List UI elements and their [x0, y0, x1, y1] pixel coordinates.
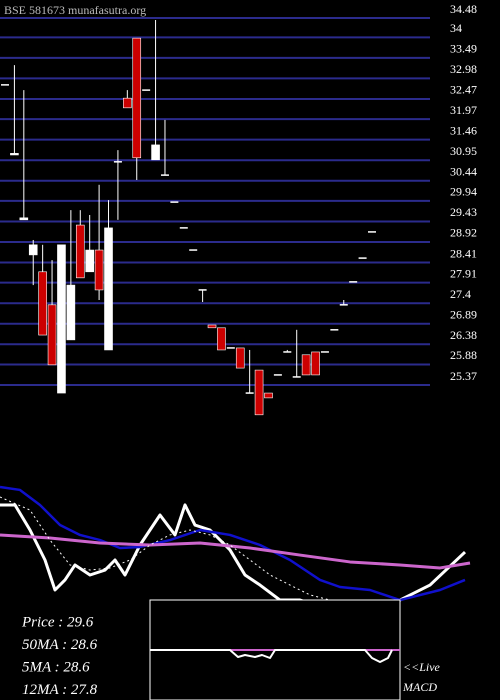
candle-body [85, 249, 94, 273]
candle-body [38, 271, 47, 336]
macd-label: MACD [402, 680, 437, 694]
y-tick-label: 34.48 [450, 2, 477, 16]
y-tick-label: 27.4 [450, 287, 471, 301]
indicator-line [0, 496, 331, 601]
candle-body [217, 327, 226, 351]
y-tick-label: 32.47 [450, 83, 477, 97]
indicator-line [0, 485, 466, 602]
info-label: 5MA : 28.6 [22, 659, 90, 675]
candle-body [10, 153, 19, 156]
y-tick-label: 33.49 [450, 42, 477, 56]
candle-body [19, 217, 29, 221]
y-tick-label: 30.95 [450, 144, 477, 158]
y-tick-label: 25.88 [450, 348, 477, 362]
candle-body [301, 354, 311, 376]
indicator-line [150, 649, 393, 663]
candle-body [207, 324, 217, 329]
y-tick-label: 28.92 [450, 226, 477, 240]
candle-body [235, 347, 245, 369]
candle-body [264, 392, 273, 399]
y-tick-label: 30.44 [450, 165, 477, 179]
candle-body [28, 244, 38, 256]
y-tick-label: 29.43 [450, 205, 477, 219]
candle-body [132, 37, 142, 159]
y-tick-label: 29.94 [450, 185, 477, 199]
candle-body [254, 369, 264, 416]
y-tick-label: 31.46 [450, 123, 477, 137]
candle-body [151, 144, 160, 161]
y-tick-label: 28.41 [450, 246, 477, 260]
y-tick-label: 34 [450, 21, 462, 35]
y-tick-label: 25.37 [450, 369, 477, 383]
candle-body [94, 249, 104, 291]
y-tick-label: 26.89 [450, 308, 477, 322]
info-label: 50MA : 28.6 [22, 637, 98, 653]
info-label: 12MA : 27.8 [22, 682, 98, 698]
candle-body [57, 244, 66, 394]
y-tick-label: 26.38 [450, 328, 477, 342]
chart-title: BSE 581673 munafasutra.org [4, 3, 146, 17]
y-tick-label: 31.97 [450, 103, 477, 117]
macd-label: <<Live [403, 660, 441, 674]
candle-body [66, 284, 76, 341]
candle-body [47, 304, 57, 366]
y-tick-label: 32.98 [450, 62, 477, 76]
candle-body [104, 227, 113, 351]
indicator-line [0, 503, 467, 614]
info-label: Price : 29.6 [21, 614, 94, 630]
candle-body [75, 224, 85, 279]
indicator-line [0, 533, 471, 570]
y-tick-label: 27.91 [450, 266, 477, 280]
candle-body [123, 97, 132, 109]
candle-body [311, 351, 320, 376]
